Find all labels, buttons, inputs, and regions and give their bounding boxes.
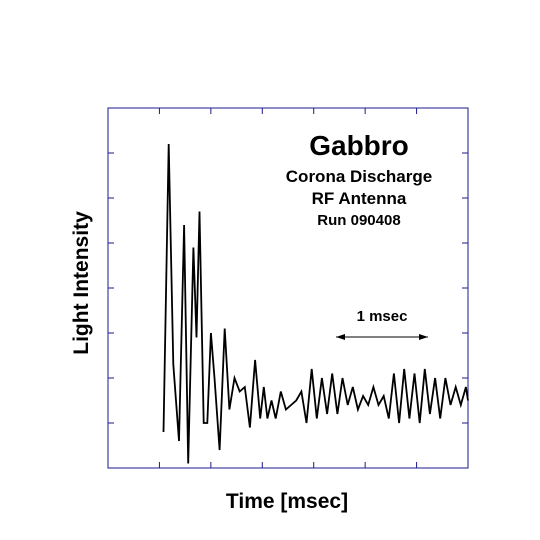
x-ticks-bottom	[158, 462, 418, 468]
chart-title: Gabbro	[309, 130, 409, 161]
scale-bar-arrow-left	[336, 334, 345, 340]
scale-bar-arrow-right	[419, 334, 428, 340]
signal-trace	[162, 143, 469, 464]
y-axis-label: Light Intensity	[70, 211, 93, 355]
annotation-corona-discharge: Corona Discharge	[286, 167, 432, 186]
scale-bar	[336, 334, 428, 340]
scale-bar-label: 1 msec	[357, 308, 408, 325]
x-axis-label: Time [msec]	[226, 490, 348, 513]
annotation-rf-antenna: RF Antenna	[312, 189, 407, 208]
x-ticks-top	[158, 108, 418, 114]
y-ticks-right	[462, 152, 468, 424]
y-ticks-left	[108, 152, 114, 424]
plot-frame	[107, 107, 469, 469]
annotation-run-id: Run 090408	[317, 212, 400, 229]
